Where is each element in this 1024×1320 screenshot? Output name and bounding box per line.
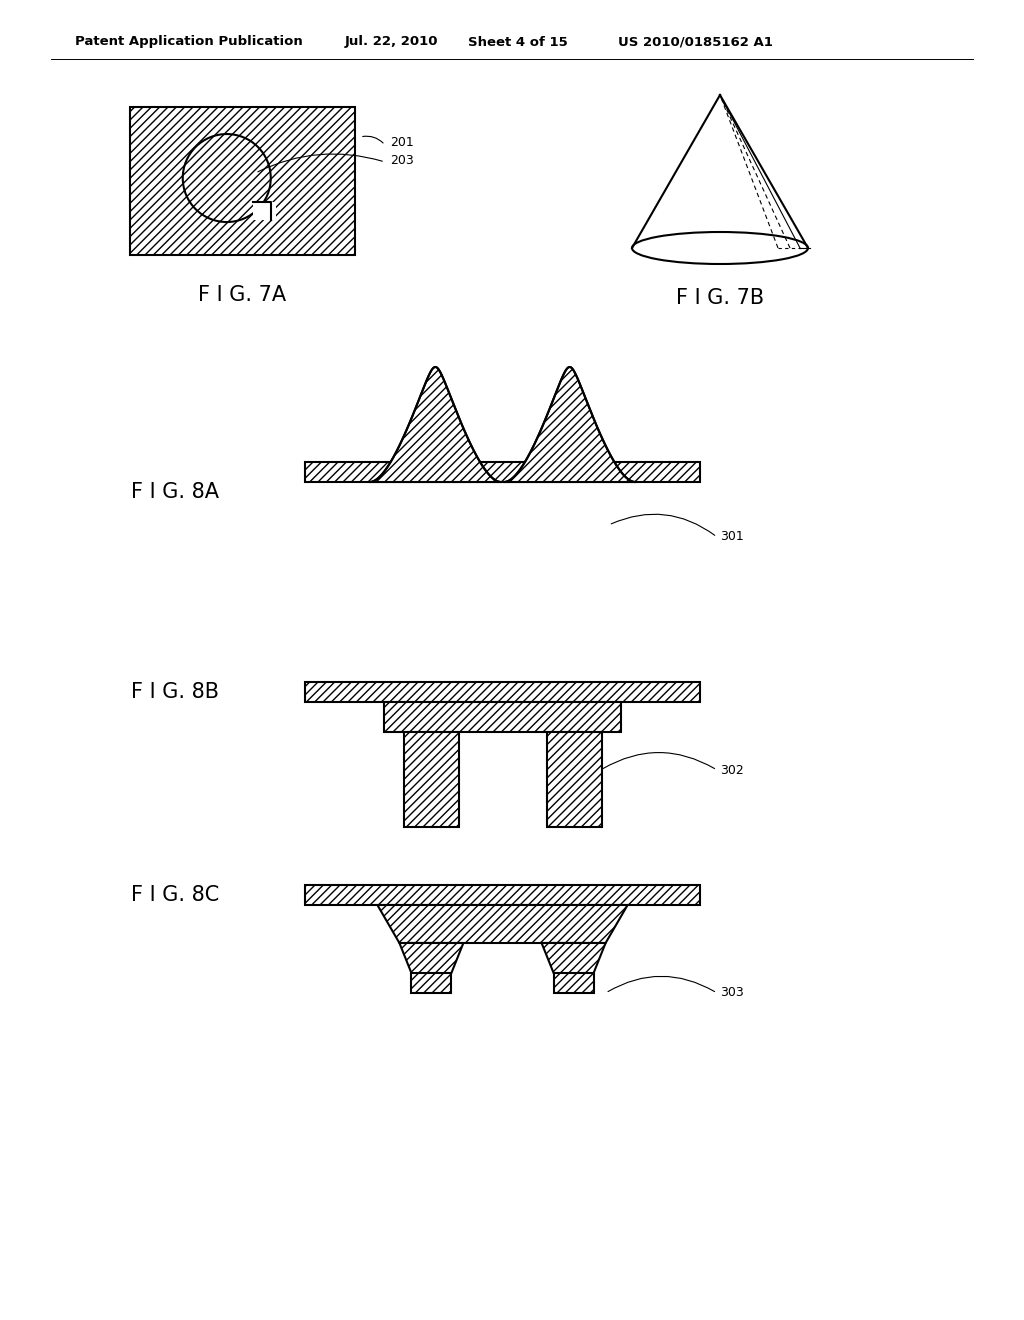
Text: F I G. 8B: F I G. 8B	[131, 682, 219, 702]
Polygon shape	[399, 942, 464, 973]
Bar	[130, 107, 355, 255]
Bar	[547, 733, 602, 828]
Text: F I G. 8C: F I G. 8C	[131, 884, 219, 906]
Bar	[305, 462, 700, 482]
Text: Patent Application Publication: Patent Application Publication	[75, 36, 303, 49]
Bar	[253, 202, 276, 220]
Text: 302: 302	[720, 763, 743, 776]
Polygon shape	[371, 367, 501, 482]
Text: 203: 203	[390, 153, 414, 166]
Bar	[305, 682, 700, 702]
Polygon shape	[378, 906, 628, 942]
Text: 303: 303	[720, 986, 743, 999]
Text: Sheet 4 of 15: Sheet 4 of 15	[468, 36, 567, 49]
Ellipse shape	[632, 232, 808, 264]
Bar	[305, 884, 700, 906]
Text: Jul. 22, 2010: Jul. 22, 2010	[345, 36, 438, 49]
Bar	[404, 733, 460, 828]
Text: 201: 201	[390, 136, 414, 149]
Polygon shape	[542, 942, 605, 973]
Text: US 2010/0185162 A1: US 2010/0185162 A1	[618, 36, 773, 49]
Text: F I G. 7A: F I G. 7A	[199, 285, 287, 305]
Bar	[412, 942, 452, 993]
Bar	[554, 942, 594, 993]
Text: 301: 301	[720, 531, 743, 544]
Text: F I G. 7B: F I G. 7B	[676, 288, 764, 308]
Text: F I G. 8A: F I G. 8A	[131, 482, 219, 502]
Bar	[384, 702, 621, 733]
Circle shape	[182, 135, 270, 222]
Polygon shape	[505, 367, 635, 482]
